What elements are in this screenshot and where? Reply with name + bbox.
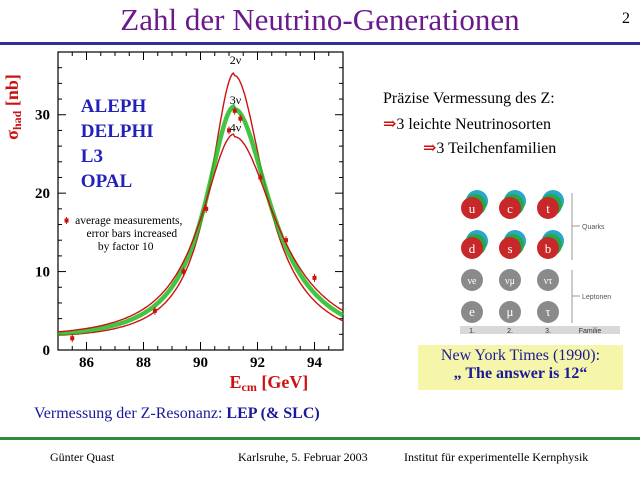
quark-sphere [499,237,521,259]
quark-sphere [499,197,521,219]
x-axis-label: Ecm [GeV] [229,372,308,394]
lepton-sphere [499,269,521,291]
lepton-sphere [537,301,559,323]
lepton-label: ντ [544,276,553,287]
quark-label: s [507,241,512,256]
legend-text: average measurements, [75,215,182,227]
implies-arrow-icon: ⇒ [383,116,397,133]
x-tick-label: 86 [79,355,95,371]
measurement-point [152,308,157,313]
leptons-label: Leptonen [582,294,611,301]
lepton-sphere [461,301,483,323]
quarks-label: Quarks [582,224,605,231]
quark-sphere [461,197,483,219]
caption-bold: LEP (& SLC) [226,405,320,422]
page-number: 2 [622,10,630,27]
implies-arrow-icon: ⇒ [423,140,437,157]
lepton-sphere [537,269,559,291]
lepton-label: μ [507,304,514,319]
quark-sphere [537,197,559,219]
measurement-point [258,175,263,180]
slide-caption: Vermessung der Z-Resonanz: LEP (& SLC) [34,405,320,423]
footer-author: Günter Quast [50,450,115,464]
lepton-label: νμ [505,276,515,287]
footer-divider [0,437,640,440]
quark-label: c [507,201,513,216]
lepton-sphere [461,269,483,291]
measurement-point [312,275,317,280]
x-tick-label: 90 [193,355,208,371]
experiment-name: L3 [81,146,103,167]
x-tick-label: 94 [307,355,323,371]
y-axis-label: σhad [nb] [2,74,24,140]
experiment-name: OPAL [81,171,132,192]
nyt-quote: „ The answer is 12“ [453,365,588,382]
lepton-label: e [469,304,475,319]
curve-label: 3ν [230,93,242,107]
particle-table-diagram: u c t d s b νe νμ ντ e μ τ Quarks Leptonen 1. 2. 3. Famil… [460,190,620,335]
lepton-sphere [499,301,521,323]
quark-label: b [545,241,552,256]
quark-label: u [469,201,476,216]
measurement-point [70,336,75,341]
legend-text: by factor 10 [98,241,154,253]
nyt-source: New York Times (1990): [440,347,601,364]
family-strip [460,326,620,334]
family-number: 3. [545,328,551,335]
measurement-point [232,108,237,113]
z-measurement-heading: Präzise Vermessung des Z: [383,90,555,107]
families-line: ⇒3 Teilchenfamilien [423,138,556,158]
experiment-name: DELPHI [81,121,154,142]
neutrino-types-text: 3 leichte Neutrinosorten [396,116,552,133]
quark-sphere [461,237,483,259]
experiment-name: ALEPH [81,96,147,117]
y-tick-label: 0 [43,343,51,359]
caption-prefix: Vermessung der Z-Resonanz: [34,405,227,422]
y-tick-label: 20 [35,186,50,202]
measurement-point [227,128,231,133]
quark-label: d [469,241,476,256]
neutrino-types-line: ⇒3 leichte Neutrinosorten [383,114,551,134]
slide-title: Zahl der Neutrino-Generationen [120,2,520,37]
nyt-quote-box: New York Times (1990): „ The answer is 1… [418,345,623,390]
x-tick-label: 92 [250,355,265,371]
footer-date: Karlsruhe, 5. Februar 2003 [238,450,368,464]
measurement-point [284,238,288,243]
quark-label: t [546,201,550,216]
families-text: 3 Teilchenfamilien [436,140,557,157]
lepton-label: νe [468,276,478,287]
y-tick-label: 30 [35,108,50,124]
footer-institute: Institut für experimentelle Kernphysik [404,450,589,464]
quark-sphere [537,237,559,259]
family-number: 1. [469,328,475,335]
family-label: Familie [579,328,602,335]
measurement-point [238,116,243,121]
curve-label: 4ν [230,120,242,134]
measurement-point [204,206,209,211]
cross-section-chart: 86 88 90 92 94 0 10 20 30 Ecm [GeV] σhad [nb] 2ν 3ν 4… [2,51,345,394]
title-divider [0,42,640,45]
y-tick-label: 10 [35,265,50,281]
legend-marker [64,218,69,223]
family-number: 2. [507,328,513,335]
curve-4-neutrinos [57,133,344,333]
measurement-point [181,269,186,274]
x-tick-label: 88 [136,355,151,371]
legend-text: error bars increased [87,228,178,240]
lepton-label: τ [545,304,550,319]
curve-label: 2ν [230,53,242,67]
